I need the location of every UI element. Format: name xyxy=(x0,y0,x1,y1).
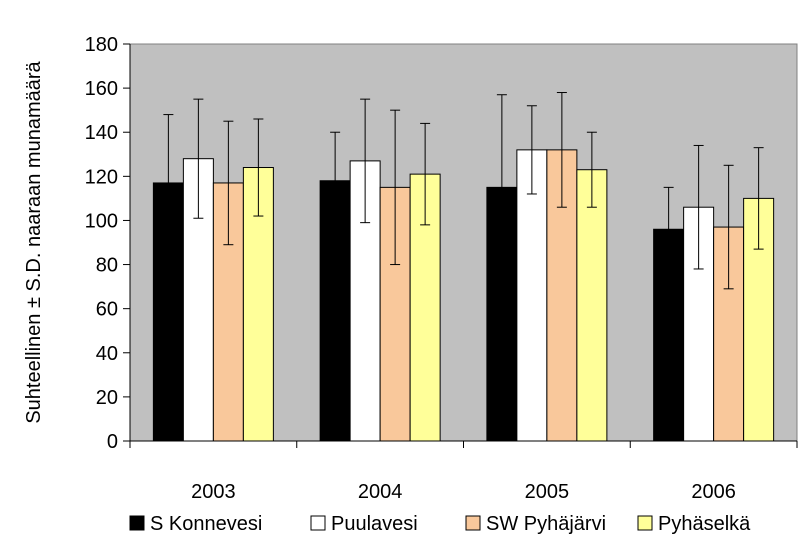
y-tick-label: 20 xyxy=(96,387,118,409)
y-tick-label: 140 xyxy=(85,122,118,144)
legend-swatch xyxy=(465,515,481,531)
x-tick-label: 2006 xyxy=(691,481,736,503)
y-axis-label: Suhteellinen ± S.D. naaraan munamäärä xyxy=(23,60,45,423)
y-tick-label: 80 xyxy=(96,255,118,277)
y-tick-label: 180 xyxy=(85,34,118,56)
legend-label: Pyhäselkä xyxy=(658,513,751,535)
x-tick-label: 2003 xyxy=(191,481,236,503)
error-bars xyxy=(163,92,764,290)
y-tick-label: 0 xyxy=(107,431,118,453)
legend-swatch xyxy=(310,515,326,531)
bar xyxy=(516,149,548,442)
legend-label: S Konnevesi xyxy=(150,513,262,535)
y-tick-label: 120 xyxy=(85,166,118,188)
y-tick-label: 100 xyxy=(85,210,118,232)
y-tick-label: 160 xyxy=(85,78,118,100)
x-tick-label: 2004 xyxy=(358,481,403,503)
bar xyxy=(576,169,608,442)
x-tick-label: 2005 xyxy=(525,481,570,503)
legend-swatch xyxy=(129,515,145,531)
legend-swatch xyxy=(637,515,653,531)
y-tick-label: 40 xyxy=(96,343,118,365)
x-axis: 2003 2004 2005 2006 xyxy=(129,440,798,503)
legend: S Konnevesi Puulavesi SW Pyhäjärvi Pyhäselk… xyxy=(129,513,751,535)
legend-label: Puulavesi xyxy=(331,513,418,535)
y-tick-label: 60 xyxy=(96,299,118,321)
y-axis: 0 20 40 60 80 100 120 140 160 180 xyxy=(85,34,131,453)
legend-label: SW Pyhäjärvi xyxy=(486,513,606,535)
